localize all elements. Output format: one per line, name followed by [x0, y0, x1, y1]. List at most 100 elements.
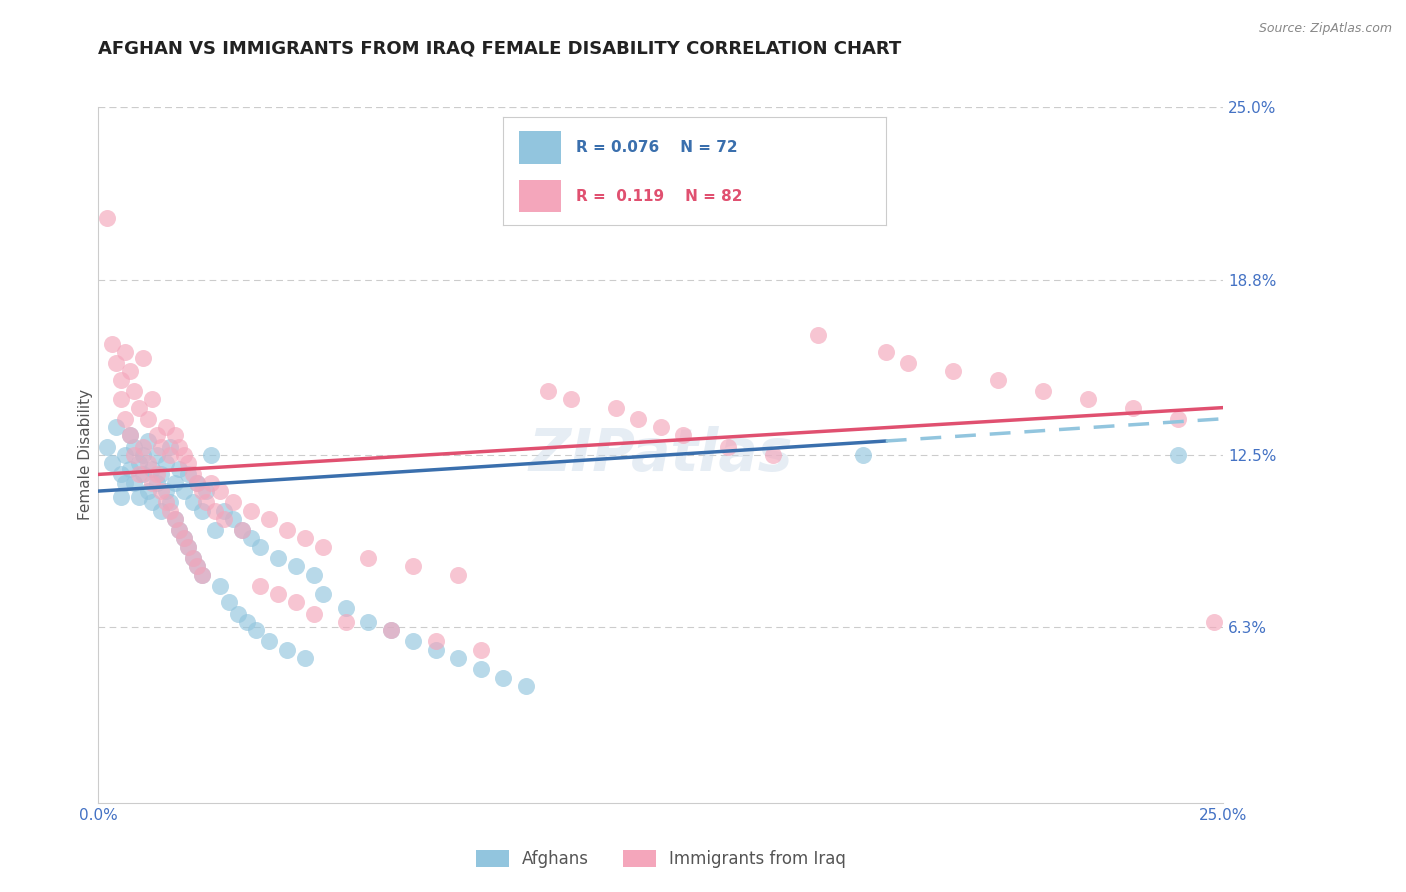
- Point: [114, 475, 136, 490]
- Point: [304, 567, 326, 582]
- Point: [218, 595, 240, 609]
- Point: [402, 634, 425, 648]
- Point: [875, 345, 897, 359]
- Point: [150, 484, 173, 499]
- Point: [186, 559, 208, 574]
- Point: [101, 456, 124, 470]
- Point: [124, 440, 146, 454]
- Point: [357, 615, 380, 629]
- Point: [285, 559, 308, 574]
- Point: [191, 503, 214, 517]
- Point: [163, 512, 186, 526]
- Point: [208, 484, 231, 499]
- Point: [492, 671, 515, 685]
- Point: [136, 411, 159, 425]
- Point: [312, 587, 335, 601]
- Point: [650, 420, 672, 434]
- Point: [101, 336, 124, 351]
- Point: [110, 373, 132, 387]
- Point: [204, 503, 226, 517]
- Point: [1032, 384, 1054, 398]
- Point: [132, 448, 155, 462]
- Point: [146, 467, 169, 482]
- Point: [285, 595, 308, 609]
- Point: [136, 434, 159, 448]
- Point: [173, 484, 195, 499]
- Point: [214, 512, 236, 526]
- Point: [191, 567, 214, 582]
- Point: [169, 462, 191, 476]
- Point: [204, 523, 226, 537]
- Point: [181, 550, 204, 565]
- Point: [267, 550, 290, 565]
- Point: [186, 475, 208, 490]
- Point: [118, 462, 141, 476]
- Point: [897, 356, 920, 370]
- Point: [807, 328, 830, 343]
- Point: [110, 490, 132, 504]
- Point: [136, 456, 159, 470]
- Point: [717, 440, 740, 454]
- Point: [169, 523, 191, 537]
- Point: [195, 484, 218, 499]
- Point: [231, 523, 253, 537]
- Point: [118, 428, 141, 442]
- Point: [515, 679, 537, 693]
- Point: [191, 567, 214, 582]
- Point: [627, 411, 650, 425]
- Point: [146, 475, 169, 490]
- Point: [200, 475, 222, 490]
- Point: [470, 642, 492, 657]
- Text: Source: ZipAtlas.com: Source: ZipAtlas.com: [1258, 22, 1392, 36]
- Point: [987, 373, 1010, 387]
- Point: [173, 448, 195, 462]
- Point: [163, 475, 186, 490]
- Point: [132, 351, 155, 365]
- Point: [105, 356, 128, 370]
- Point: [425, 634, 447, 648]
- Point: [1122, 401, 1144, 415]
- Point: [762, 448, 785, 462]
- Point: [124, 384, 146, 398]
- Point: [240, 503, 263, 517]
- Point: [1204, 615, 1226, 629]
- Point: [447, 651, 470, 665]
- Point: [294, 532, 316, 546]
- Point: [236, 615, 259, 629]
- Point: [231, 523, 253, 537]
- Point: [560, 392, 582, 407]
- Point: [159, 448, 181, 462]
- Point: [159, 495, 181, 509]
- Point: [114, 345, 136, 359]
- Point: [155, 456, 177, 470]
- Point: [672, 428, 695, 442]
- Point: [177, 540, 200, 554]
- Point: [181, 550, 204, 565]
- Point: [335, 615, 357, 629]
- Point: [114, 448, 136, 462]
- Point: [200, 448, 222, 462]
- Point: [195, 495, 218, 509]
- Point: [214, 503, 236, 517]
- Point: [181, 495, 204, 509]
- Point: [267, 587, 290, 601]
- Point: [124, 475, 146, 490]
- Point: [537, 384, 560, 398]
- Point: [276, 523, 298, 537]
- Point: [141, 475, 163, 490]
- Point: [163, 512, 186, 526]
- Point: [177, 467, 200, 482]
- Point: [191, 484, 214, 499]
- Point: [128, 490, 150, 504]
- Point: [173, 532, 195, 546]
- Point: [259, 634, 281, 648]
- Point: [380, 624, 402, 638]
- Point: [118, 428, 141, 442]
- Point: [124, 448, 146, 462]
- Point: [163, 428, 186, 442]
- Point: [222, 495, 245, 509]
- Point: [605, 401, 627, 415]
- Point: [96, 440, 118, 454]
- Point: [249, 540, 271, 554]
- Point: [294, 651, 316, 665]
